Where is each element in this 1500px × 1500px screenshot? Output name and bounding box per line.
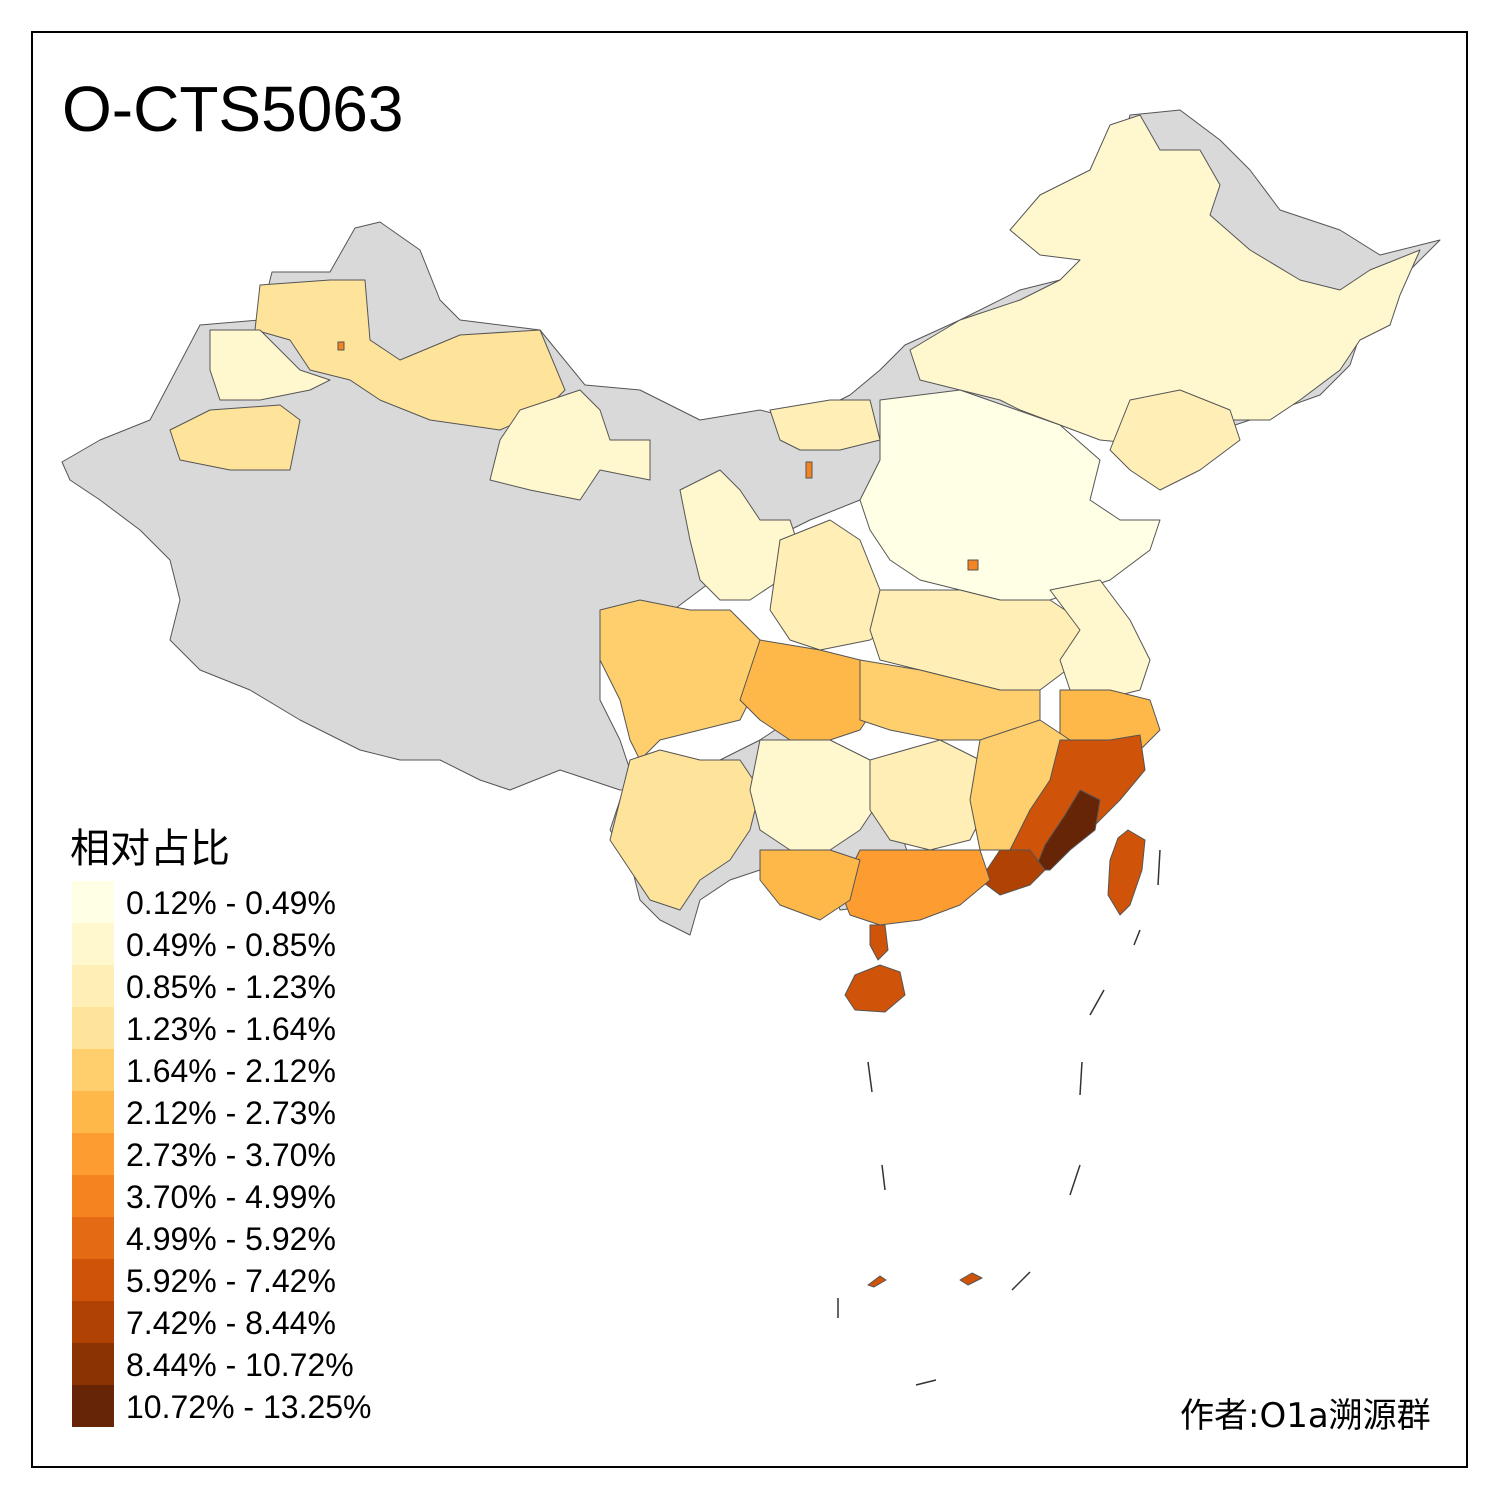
legend-label: 1.64% - 2.12% (126, 1053, 336, 1089)
region-yunnan (609, 749, 761, 911)
map-frame (31, 31, 1468, 1468)
legend-item: 8.44% - 10.72% (72, 1343, 412, 1385)
region-leizhou (869, 924, 889, 961)
legend-swatch (72, 1007, 114, 1049)
legend-title: 相对占比 (70, 826, 230, 872)
region-liaoning (1109, 389, 1241, 491)
region-guizhou (749, 739, 881, 851)
legend-swatch (72, 1217, 114, 1259)
legend-swatch (72, 1301, 114, 1343)
legend-swatch (72, 923, 114, 965)
legend-item: 4.99% - 5.92% (72, 1217, 412, 1259)
map-title: O-CTS5063 (62, 73, 404, 145)
region-xinjiang-hami (489, 389, 651, 501)
legend-label: 0.49% - 0.85% (126, 927, 336, 963)
region-guangdong-east (979, 849, 1046, 896)
legend-swatch (72, 1385, 114, 1427)
region-sichuan-west (599, 599, 761, 761)
region-xinjiang-south (169, 404, 301, 471)
legend-label: 5.92% - 7.42% (126, 1263, 336, 1299)
region-northeast (909, 114, 1421, 446)
legend-label: 10.72% - 13.25% (126, 1389, 372, 1425)
region-taiwan (1107, 829, 1146, 916)
legend-swatch (72, 1049, 114, 1091)
region-sichuan-east (739, 639, 881, 741)
region-hainan (844, 964, 906, 1013)
legend-item: 1.64% - 2.12% (72, 1049, 412, 1091)
legend-label: 2.12% - 2.73% (126, 1095, 336, 1131)
island-small-1 (959, 1272, 983, 1286)
legend-label: 4.99% - 5.92% (126, 1221, 336, 1257)
legend-swatch (72, 881, 114, 923)
region-xinjiang-ili (209, 329, 331, 401)
nine-dash-line (837, 849, 1161, 1386)
legend-item: 1.23% - 1.64% (72, 1007, 412, 1049)
legend-item: 5.92% - 7.42% (72, 1259, 412, 1301)
region-fujian-south (1034, 789, 1101, 871)
island-small-2 (867, 1275, 887, 1288)
legend-label: 3.70% - 4.99% (126, 1179, 336, 1215)
legend-label: 7.42% - 8.44% (126, 1305, 336, 1341)
legend-item: 7.42% - 8.44% (72, 1301, 412, 1343)
author-credit: 作者:O1a溯源群 (1180, 1396, 1431, 1436)
legend-swatch (72, 965, 114, 1007)
region-ningxia-dot (805, 461, 813, 479)
region-nmg-west (769, 399, 881, 451)
legend-item: 0.12% - 0.49% (72, 881, 412, 923)
region-hebei-dot (967, 559, 979, 571)
region-guangxi (759, 849, 861, 921)
legend-label: 2.73% - 3.70% (126, 1137, 336, 1173)
legend-item: 0.49% - 0.85% (72, 923, 412, 965)
legend-item: 2.12% - 2.73% (72, 1091, 412, 1133)
legend-label: 0.85% - 1.23% (126, 969, 336, 1005)
legend-item: 2.73% - 3.70% (72, 1133, 412, 1175)
legend-swatch (72, 1259, 114, 1301)
region-guangdong (839, 849, 991, 926)
legend-label: 8.44% - 10.72% (126, 1347, 354, 1383)
legend-label: 1.23% - 1.64% (126, 1011, 336, 1047)
legend-item: 3.70% - 4.99% (72, 1175, 412, 1217)
legend-item: 0.85% - 1.23% (72, 965, 412, 1007)
region-hunan (869, 739, 991, 851)
legend-swatch (72, 1133, 114, 1175)
legend-item: 10.72% - 13.25% (72, 1385, 412, 1427)
legend-swatch (72, 1091, 114, 1133)
legend-swatch (72, 1343, 114, 1385)
region-urumqi (337, 341, 345, 351)
legend-label: 0.12% - 0.49% (126, 885, 336, 921)
legend-swatch (72, 1175, 114, 1217)
